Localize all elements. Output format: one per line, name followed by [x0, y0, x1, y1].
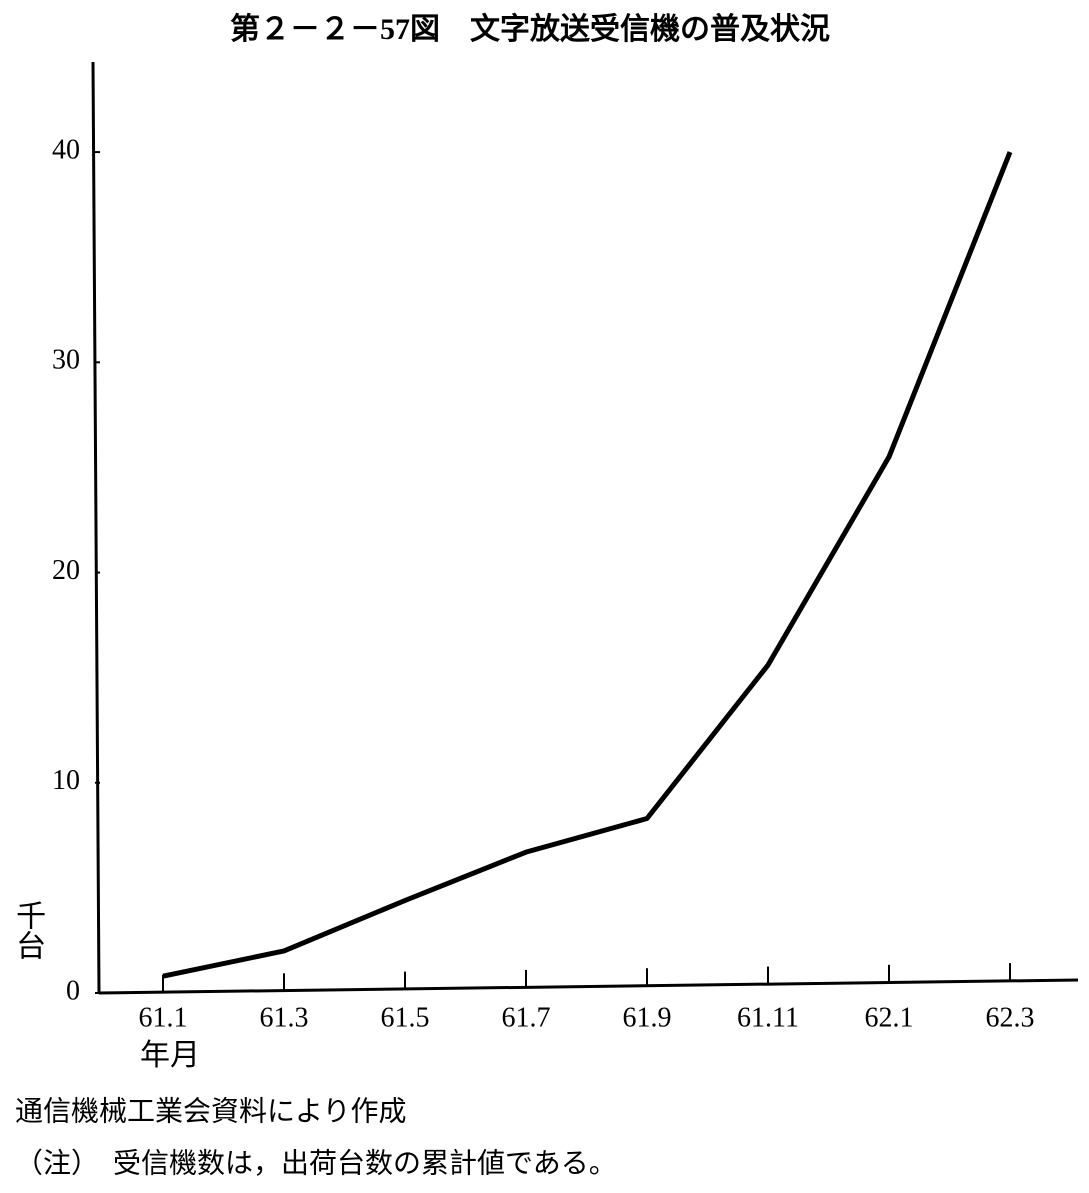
- y-tick-label: 10: [52, 765, 80, 796]
- x-tick-label: 61.7: [502, 1002, 551, 1033]
- y-axis-unit: 千台: [11, 900, 45, 960]
- y-tick-label: 30: [52, 345, 80, 376]
- x-tick-label: 61.11: [737, 1002, 799, 1033]
- x-tick-label: 62.1: [865, 1002, 914, 1033]
- data-line: [162, 151, 1013, 979]
- x-tick-label: 61.9: [623, 1002, 672, 1033]
- x-tick-label: 61.1: [139, 1002, 188, 1033]
- y-tick-label: 20: [52, 555, 80, 586]
- source: 通信機械工業会資料により作成: [15, 1095, 406, 1127]
- note: （注） 受信機数は，出荷台数の累計値である。: [15, 1147, 617, 1179]
- x-tick-label: 62.3: [986, 1002, 1035, 1033]
- x-axis: [98, 978, 1079, 995]
- y-tick-label: 40: [52, 135, 80, 166]
- x-tick-label: 61.5: [381, 1002, 430, 1033]
- x-tick-label: 61.3: [260, 1002, 309, 1033]
- y-tick-label: 0: [66, 975, 80, 1006]
- x-axis-unit: 年月: [140, 1039, 200, 1072]
- chart-title: 第２－２－57図 文字放送受信機の普及状況: [230, 12, 830, 46]
- y-axis: [91, 61, 101, 994]
